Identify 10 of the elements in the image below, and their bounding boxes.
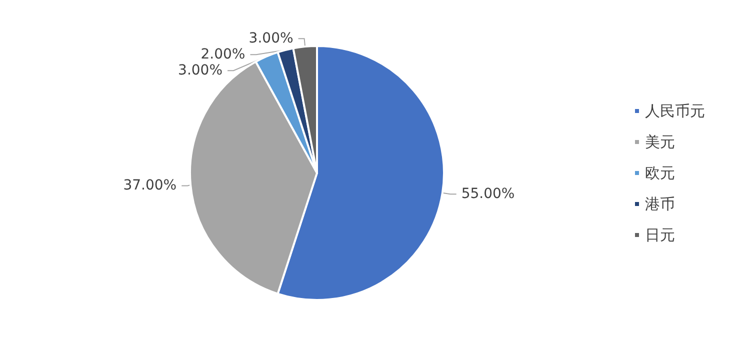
legend-label: 欧元 [645,164,675,182]
legend-label: 美元 [645,133,675,151]
legend-label: 港币 [645,195,675,213]
data-label: 37.00% [123,178,177,194]
data-label: 55.00% [461,186,515,202]
data-label: 3.00% [178,62,223,79]
data-label: 2.00% [200,46,246,63]
legend-label: 人民币元 [645,102,705,120]
legend-label: 日元 [645,226,675,244]
data-label: 3.00% [248,30,294,47]
